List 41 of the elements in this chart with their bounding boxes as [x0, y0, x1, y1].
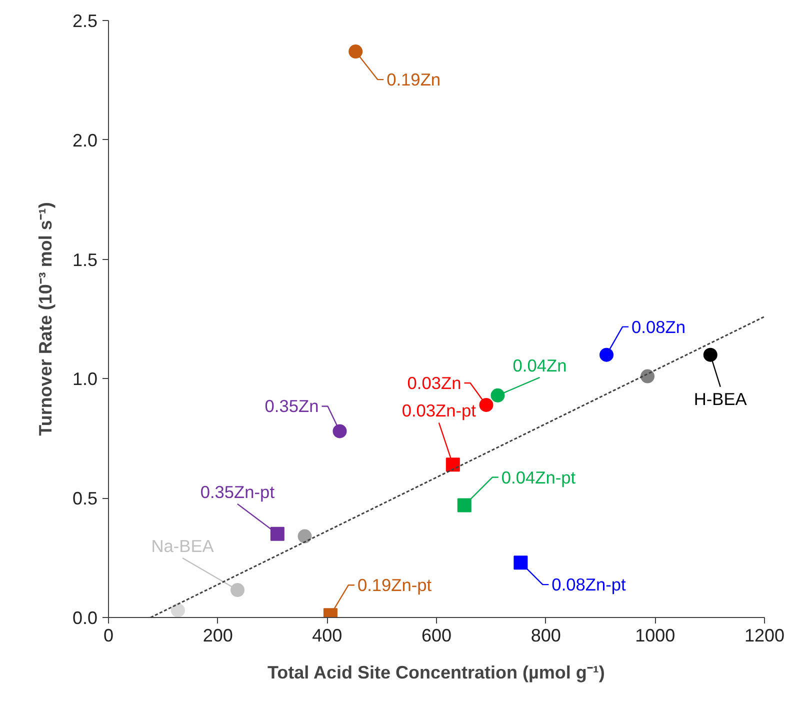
x-tick-label: 800: [530, 626, 561, 646]
y-tick-label: 0.0: [72, 608, 98, 628]
series-label: 0.35Zn: [264, 396, 319, 416]
point: [457, 498, 472, 512]
point: [298, 529, 312, 544]
point: [490, 388, 505, 402]
point: [514, 556, 528, 570]
point: [230, 583, 245, 598]
point: [170, 603, 185, 618]
y-axis-title: Turnover Rate (10⁻³ mol s⁻¹): [35, 202, 56, 436]
text: Na-BEA: [151, 536, 214, 556]
x-tick-label: 1200: [744, 626, 785, 646]
x-tick-label: 400: [312, 626, 342, 646]
series-label: 0.19Zn: [386, 70, 441, 90]
point: [640, 369, 655, 384]
point: [479, 398, 494, 412]
series-label: 0.19Zn-pt: [357, 575, 432, 596]
x-tick-label: 200: [202, 626, 233, 646]
text: 0.03Zn-pt: [402, 400, 476, 421]
series-label: 0.04Zn: [512, 355, 567, 376]
x-tick-label: 0: [103, 626, 114, 646]
x-tick-label: 600: [421, 626, 452, 646]
series-label: 0.04Zn-pt: [501, 467, 576, 488]
point: [332, 424, 347, 438]
y-tick-label: 2.0: [72, 130, 98, 150]
series-label: 0.03Zn: [407, 372, 462, 393]
point: [270, 526, 284, 541]
y-tick-label: 2.5: [72, 11, 98, 31]
series-label: 0.08Zn: [632, 316, 686, 337]
point: [348, 44, 363, 59]
y-tick-label: 0.5: [72, 488, 98, 509]
x-tick-label: 1000: [635, 626, 676, 646]
series-label: 0.08Zn-pt: [552, 574, 626, 595]
point: [600, 348, 614, 362]
x-axis-title: Total Acid Site Concentration (µmol g⁻¹): [267, 662, 605, 682]
legend-label: H-BEA: [694, 388, 748, 409]
point: [703, 348, 718, 362]
point: [446, 458, 460, 472]
y-tick-label: 1.5: [72, 250, 98, 270]
y-tick-label: 1.0: [72, 369, 98, 390]
series-label: 0.35Zn-pt: [200, 482, 275, 502]
